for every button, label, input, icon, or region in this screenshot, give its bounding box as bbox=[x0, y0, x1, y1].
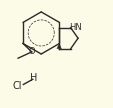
Text: HN: HN bbox=[68, 23, 81, 32]
Text: H: H bbox=[30, 73, 37, 83]
Polygon shape bbox=[56, 44, 61, 49]
Text: Cl: Cl bbox=[12, 81, 22, 91]
Text: O: O bbox=[29, 47, 35, 56]
